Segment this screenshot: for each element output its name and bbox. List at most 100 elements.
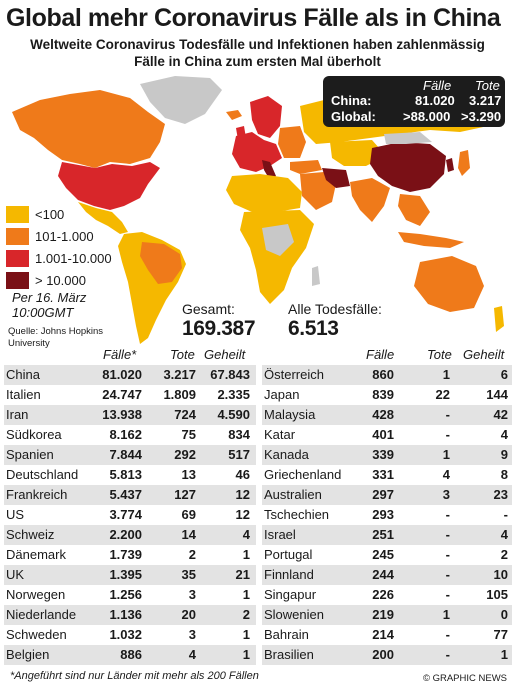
- cell-recovered: 0: [500, 607, 508, 622]
- map-canada: [12, 90, 165, 168]
- map-africa-north: [226, 174, 302, 212]
- legend-swatch: [6, 227, 29, 245]
- date-line-1: Per 16. März: [12, 290, 87, 305]
- summary-label-china: China:: [331, 93, 372, 108]
- cell-cases: 428: [372, 407, 394, 422]
- cell-cases: 81.020: [102, 367, 142, 382]
- cell-cases: 244: [372, 567, 394, 582]
- cell-recovered: 9: [500, 447, 508, 462]
- cell-country: Israel: [264, 527, 296, 542]
- cell-deaths: -: [445, 587, 450, 602]
- cell-cases: 1.136: [109, 607, 142, 622]
- cell-recovered: 67.843: [210, 367, 250, 382]
- table-row: Tschechien 293 - -: [262, 505, 512, 525]
- map-uk: [236, 126, 246, 140]
- cell-cases: 339: [372, 447, 394, 462]
- page-title: Global mehr Coronavirus Fälle als in Chi…: [6, 4, 501, 32]
- cell-deaths: -: [445, 547, 450, 562]
- map-africa-gap: [262, 224, 294, 256]
- map-mongolia: [384, 132, 432, 144]
- map-southeast-asia: [398, 194, 430, 226]
- cell-country: Tschechien: [264, 507, 330, 522]
- cell-country: Portugal: [264, 547, 313, 562]
- summary-header-cases: Fälle: [423, 78, 452, 93]
- cell-recovered: 1: [500, 647, 508, 662]
- cell-recovered: 42: [493, 407, 508, 422]
- legend-label: 101-1.000: [35, 228, 94, 244]
- col-header-deaths: Tote: [170, 347, 195, 362]
- legend-item: > 10.000: [6, 270, 112, 290]
- cell-deaths: 3: [442, 487, 450, 502]
- cell-deaths: 127: [174, 487, 196, 502]
- cell-recovered: 4: [242, 527, 250, 542]
- cell-country: Frankreich: [6, 487, 68, 502]
- cell-recovered: 46: [235, 467, 250, 482]
- table-row: Österreich 860 1 6: [262, 365, 512, 385]
- cell-deaths: 22: [435, 387, 450, 402]
- total-deaths-label: Alle Todesfälle:: [288, 301, 382, 317]
- map-iceland: [226, 110, 242, 120]
- cell-country: Japan: [264, 387, 300, 402]
- cell-deaths: -: [445, 647, 450, 662]
- col-header-recovered: Geheilt: [204, 347, 246, 362]
- cell-recovered: 517: [228, 447, 250, 462]
- cell-cases: 1.032: [109, 627, 142, 642]
- country-table-right: Österreich 860 1 6 Japan 839 22 144 Malaysia 428-…: [262, 365, 512, 665]
- cell-country: UK: [6, 567, 25, 582]
- table-row: Italien 24.747 1.809 2.335: [4, 385, 256, 405]
- cell-deaths: 3: [188, 587, 196, 602]
- legend-swatch: [6, 249, 29, 267]
- table-row: Singapur 226 - 105: [262, 585, 512, 605]
- source-line-1: Quelle: Johns Hopkins: [8, 326, 104, 337]
- cell-deaths: 2: [188, 547, 196, 562]
- map-legend: <100 101-1.000 1.001-10.000 > 10.000: [6, 204, 112, 292]
- cell-recovered: 4.590: [217, 407, 250, 422]
- table-row: Brasilien 200 - 1: [262, 645, 512, 665]
- table-row: Kanada 339 1 9: [262, 445, 512, 465]
- cell-cases: 251: [372, 527, 394, 542]
- table-row: Norwegen 1.256 3 1: [4, 585, 256, 605]
- cell-country: Brasilien: [264, 647, 314, 662]
- cell-recovered: 77: [493, 627, 508, 642]
- cell-recovered: 105: [486, 587, 508, 602]
- cell-country: Bahrain: [264, 627, 309, 642]
- table-row: Frankreich 5.437 127 12: [4, 485, 256, 505]
- map-korea: [446, 158, 454, 172]
- map-turkey: [290, 160, 322, 174]
- cell-deaths: 1.809: [163, 387, 196, 402]
- cell-cases: 7.844: [109, 447, 142, 462]
- cell-country: Katar: [264, 427, 296, 442]
- cell-cases: 5.437: [109, 487, 142, 502]
- cell-deaths: -: [445, 627, 450, 642]
- credit: © GRAPHIC NEWS: [422, 673, 507, 684]
- cell-cases: 200: [372, 647, 394, 662]
- table-row: Japan 839 22 144: [262, 385, 512, 405]
- footnote: *Angeführt sind nur Länder mit mehr als …: [10, 670, 259, 682]
- cell-cases: 24.747: [102, 387, 142, 402]
- map-china: [370, 142, 446, 192]
- map-indonesia: [398, 232, 464, 248]
- cell-deaths: 292: [174, 447, 196, 462]
- cell-country: Italien: [6, 387, 41, 402]
- cell-recovered: 21: [235, 567, 250, 582]
- source-note: Quelle: Johns Hopkins University: [8, 326, 103, 350]
- cell-country: China: [6, 367, 40, 382]
- table-row: Iran 13.938 724 4.590: [4, 405, 256, 425]
- date-line-2: 10:00GMT: [12, 305, 74, 320]
- cell-country: US: [6, 507, 25, 522]
- summary-label-global: Global:: [331, 109, 376, 124]
- map-new-zealand: [494, 306, 504, 332]
- subtitle: Weltweite Coronavirus Todesfälle und Inf…: [0, 36, 515, 70]
- table-row: Slowenien 219 1 0: [262, 605, 512, 625]
- cell-cases: 2.200: [109, 527, 142, 542]
- cell-cases: 226: [372, 587, 394, 602]
- map-middle-east: [300, 172, 336, 210]
- legend-item: 101-1.000: [6, 226, 112, 246]
- cell-cases: 1.395: [109, 567, 142, 582]
- cell-cases: 8.162: [109, 427, 142, 442]
- cell-recovered: 1: [242, 647, 250, 662]
- cell-recovered: 1: [242, 547, 250, 562]
- cell-country: Finnland: [264, 567, 314, 582]
- map-australia: [414, 256, 484, 312]
- legend-item: <100: [6, 204, 112, 224]
